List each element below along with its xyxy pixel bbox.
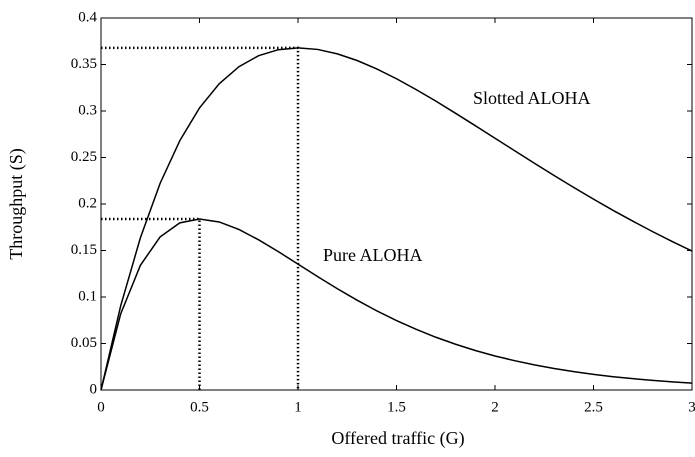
series-label: Slotted ALOHA (473, 88, 591, 108)
y-tick-label: 0.35 (71, 56, 97, 72)
y-axis-label: Throughput (S) (6, 148, 27, 260)
peak-guide (101, 217, 201, 390)
series-line (100, 47, 693, 391)
y-tick-label: 0 (90, 381, 98, 397)
x-tick-label: 2.5 (584, 399, 603, 415)
series-label: Pure ALOHA (323, 245, 423, 265)
series-line (100, 218, 693, 391)
x-tick-label: 3 (688, 399, 695, 415)
x-axis-label: Offered traffic (G) (331, 428, 464, 449)
y-tick-label: 0.05 (71, 335, 97, 351)
x-tick-label: 0 (97, 399, 105, 415)
y-tick-label: 0.1 (78, 288, 97, 304)
y-tick-label: 0.15 (71, 242, 97, 258)
x-tick-label: 2 (491, 399, 499, 415)
x-tick-label: 1.5 (387, 399, 406, 415)
y-tick-label: 0.2 (78, 195, 97, 211)
y-tick-label: 0.25 (71, 149, 97, 165)
y-tick-label: 0.3 (78, 102, 97, 118)
y-tick-label: 0.4 (78, 9, 97, 25)
x-tick-label: 1 (294, 399, 302, 415)
x-tick-label: 0.5 (190, 399, 209, 415)
